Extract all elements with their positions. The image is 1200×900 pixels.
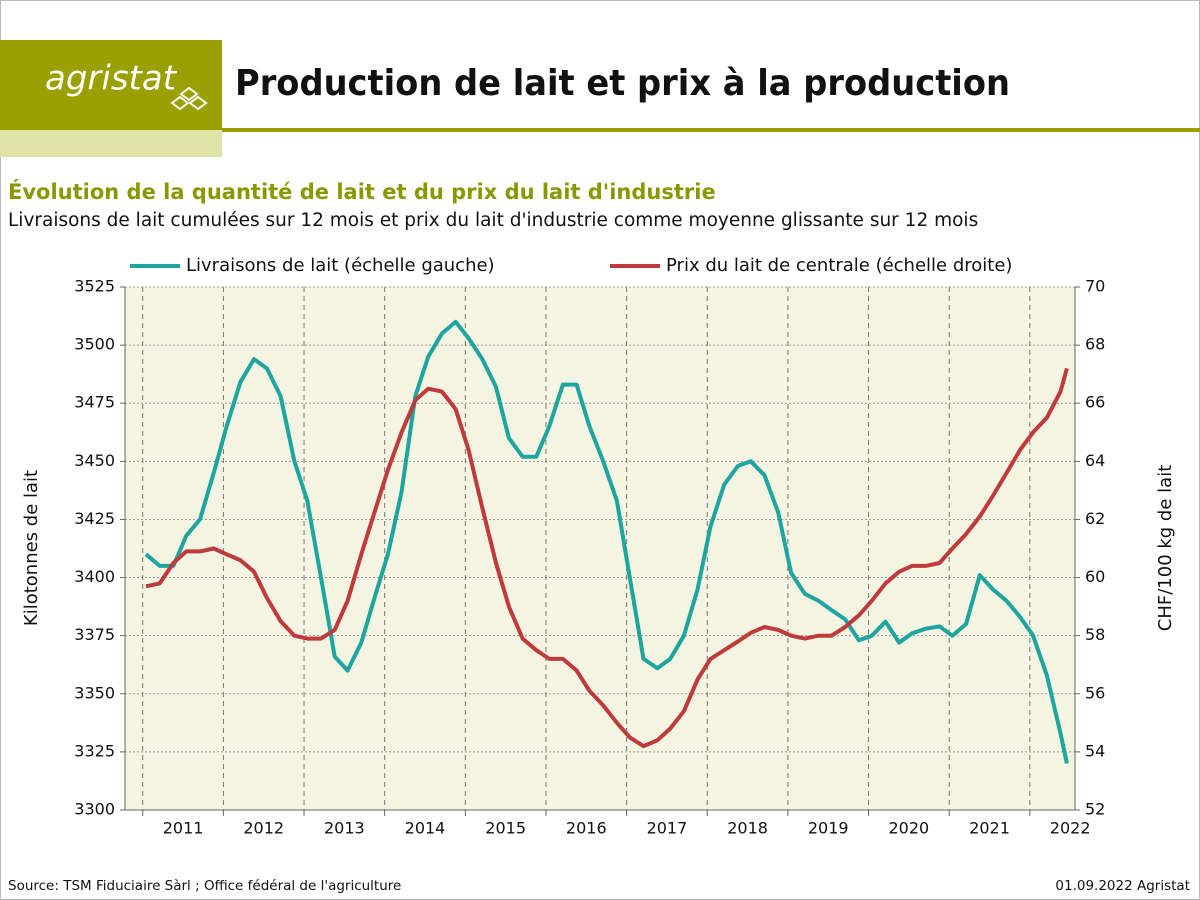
x-tick-label: 2021 (969, 819, 1010, 838)
x-tick-label: 2011 (163, 819, 204, 838)
y2-tick-label: 68 (1085, 335, 1105, 354)
y-tick-label: 3400 (74, 567, 115, 586)
series-line (144, 319, 1069, 764)
chart-title: Évolution de la quantité de lait et du p… (8, 179, 716, 204)
y2-axis-label: CHF/100 kg de lait (1155, 465, 1176, 631)
x-tick-label: 2014 (405, 819, 446, 838)
x-tick-label: 2020 (889, 819, 930, 838)
page-title: Production de lait et prix à la producti… (235, 63, 1010, 104)
x-tick-label: 2019 (808, 819, 849, 838)
y-tick-label: 3475 (74, 393, 115, 412)
y-tick-label: 3325 (74, 741, 115, 760)
y-tick-label: 3450 (74, 451, 115, 470)
x-tick-label: 2013 (324, 819, 365, 838)
y2-tick-label: 64 (1085, 451, 1105, 470)
y2-tick-label: 58 (1085, 625, 1105, 644)
y-tick-label: 3525 (74, 277, 115, 296)
y-tick-label: 3300 (74, 800, 115, 819)
header-rule (222, 128, 1200, 132)
x-tick-label: 2022 (1050, 819, 1091, 838)
y2-tick-label: 56 (1085, 683, 1105, 702)
x-tick-label: 2012 (243, 819, 284, 838)
chart-subtitle: Livraisons de lait cumulées sur 12 mois … (8, 210, 978, 231)
y2-tick-label: 54 (1085, 741, 1105, 760)
legend-label: Livraisons de lait (échelle gauche) (186, 255, 495, 276)
logo-strip (0, 130, 222, 157)
source: Source: TSM Fiduciaire Sàrl ; Office féd… (8, 878, 401, 894)
y-axis-label: Kilotonnes de lait (21, 470, 42, 626)
series-line (145, 367, 1069, 749)
x-tick-label: 2016 (566, 819, 607, 838)
x-tick-label: 2015 (485, 819, 526, 838)
y2-tick-label: 62 (1085, 509, 1105, 528)
plot-area (125, 287, 1075, 810)
date: 01.09.2022 Agristat (1055, 878, 1190, 894)
y-tick-label: 3500 (74, 335, 115, 354)
x-tick-label: 2017 (647, 819, 688, 838)
y-tick-label: 3375 (74, 625, 115, 644)
logo-icon (170, 86, 208, 111)
logo-box (0, 40, 222, 130)
y-tick-label: 3425 (74, 509, 115, 528)
y2-tick-label: 52 (1085, 800, 1105, 819)
y2-tick-label: 70 (1085, 277, 1105, 296)
x-tick-label: 2018 (727, 819, 768, 838)
y2-tick-label: 60 (1085, 567, 1105, 586)
legend-label: Prix du lait de centrale (échelle droite… (666, 255, 1012, 276)
y-tick-label: 3350 (74, 683, 115, 702)
logo-text: agristat (45, 59, 178, 99)
y2-tick-label: 66 (1085, 393, 1105, 412)
